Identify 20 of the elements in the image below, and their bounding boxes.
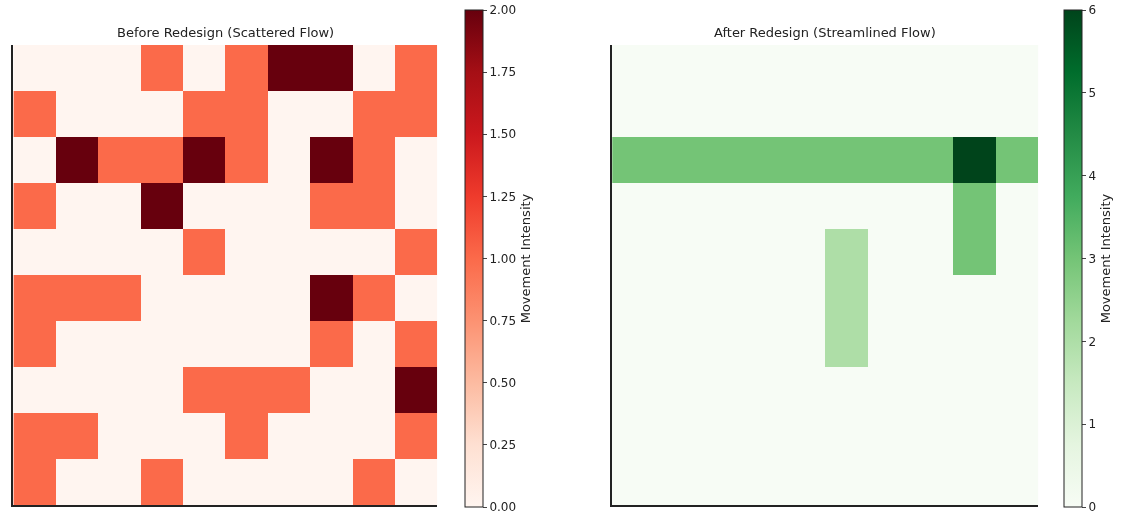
chart-title: After Redesign (Streamlined Flow)	[714, 25, 936, 40]
color-bar-title: Movement Intensity	[1098, 193, 1114, 324]
color-bar-label: 1.75	[489, 65, 517, 80]
color-bar-label: 1.00	[489, 251, 517, 266]
color-bar-label: 6	[1088, 3, 1097, 18]
color-bar-label: 0	[1088, 500, 1097, 515]
color-bar-label: 4	[1088, 168, 1097, 183]
color-bar-label: 1.50	[489, 127, 517, 142]
color-bar-label: 2.00	[489, 3, 517, 18]
color-bar-label: 1.25	[489, 189, 517, 204]
color-bar-label: 0.50	[489, 375, 517, 390]
chart-title: Before Redesign (Scattered Flow)	[117, 25, 335, 40]
color-bar-label: 3	[1088, 251, 1097, 266]
color-bar-label: 0.75	[489, 313, 517, 328]
color-bar-title: Movement Intensity	[518, 193, 534, 324]
color-bar-label: 5	[1088, 86, 1097, 101]
color-bar-label: 0.25	[489, 438, 517, 453]
color-bar-label: 1	[1088, 417, 1097, 432]
color-bar-label: 2	[1088, 334, 1097, 349]
color-bar-label: 0.00	[489, 500, 517, 515]
